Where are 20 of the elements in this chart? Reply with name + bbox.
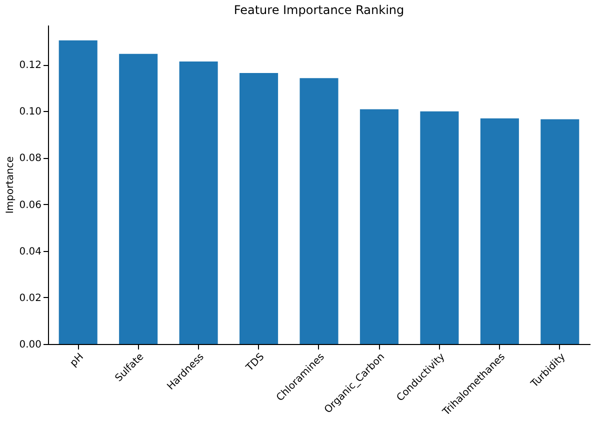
x-tick-label: TDS [244, 352, 267, 374]
y-tick-label: 0.06 [19, 200, 42, 211]
y-axis-title: Importance [5, 156, 16, 214]
y-tick-label: 0.10 [19, 106, 42, 118]
bar [58, 40, 98, 344]
bar [119, 54, 158, 344]
bar [540, 119, 580, 344]
bar [480, 118, 519, 344]
x-tick-label: pH [68, 352, 86, 370]
chart-title: Feature Importance Ranking [234, 3, 404, 17]
y-tick-label: 0.02 [19, 292, 42, 304]
y-tick-label: 0.12 [19, 60, 42, 72]
bar [360, 109, 398, 344]
y-tick-label: 0.04 [19, 246, 42, 258]
bar [300, 78, 338, 344]
bar [179, 62, 218, 344]
y-tick-label: 0.00 [19, 340, 42, 350]
y-tick-label: 0.08 [19, 153, 42, 164]
bar [240, 72, 278, 344]
bar [420, 111, 459, 344]
